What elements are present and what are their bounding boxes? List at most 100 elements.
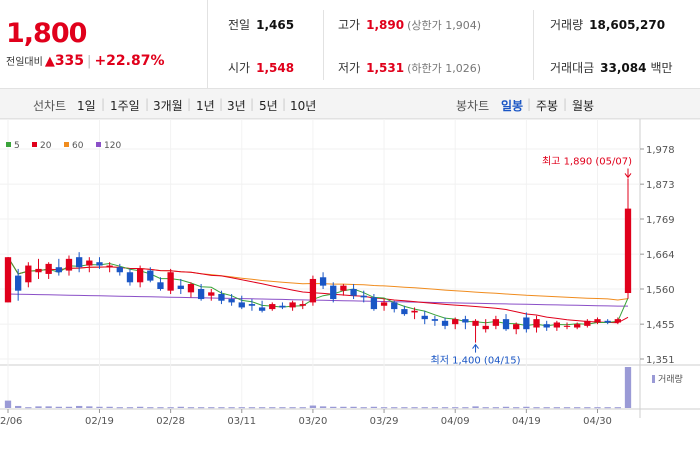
candle-body <box>482 325 489 330</box>
candle-body <box>319 277 327 286</box>
change-diff: 335 <box>54 53 85 69</box>
volume-bar <box>482 407 489 409</box>
volume-bar <box>319 406 327 408</box>
candle-body <box>360 295 367 298</box>
legend-swatch <box>32 142 37 147</box>
candle-body <box>106 265 113 268</box>
y-tick-label: 1,769 <box>646 215 675 226</box>
volume-bar <box>472 406 479 408</box>
tab-weekly[interactable]: 주봉 <box>536 99 559 113</box>
change-separator: | <box>87 54 92 69</box>
candle-body <box>604 320 611 323</box>
tab-10y[interactable]: 10년 <box>290 99 317 113</box>
volume-bar <box>340 406 347 408</box>
tab-3y[interactable]: 3년 <box>227 99 246 113</box>
low-annotation: 최저 1,400 (04/15) <box>431 355 521 367</box>
tab-separator: | <box>563 97 568 111</box>
legend-swatch <box>96 142 101 147</box>
candle-body <box>25 265 32 283</box>
volume-bar <box>4 400 12 408</box>
stat-open: 시가 1,548 <box>228 59 294 76</box>
candle-body <box>299 304 306 306</box>
change-row: 전일대비 ▲335 | +22.87% <box>6 53 164 69</box>
candle-body <box>370 297 378 310</box>
candle-body <box>86 260 93 266</box>
volume-bar <box>624 367 632 408</box>
stat-label: 거래대금 <box>550 61 595 75</box>
y-tick-label: 1,978 <box>646 145 675 156</box>
stat-label: 저가 <box>338 61 361 75</box>
volume-bar <box>258 407 266 409</box>
tab-1w[interactable]: 1주일 <box>110 99 140 113</box>
candle-body <box>472 320 479 326</box>
volume-bar <box>228 407 235 409</box>
volume-bar <box>96 406 103 408</box>
stat-label: 전일 <box>228 18 251 32</box>
volume-bar <box>563 407 571 409</box>
x-tick-label: 02/19 <box>85 416 114 427</box>
candle-body <box>4 257 12 303</box>
volume-bar <box>289 407 296 409</box>
stat-value: 33,084 <box>600 61 647 75</box>
current-price: 1,800 <box>6 18 87 49</box>
change-pct: +22.87% <box>94 53 165 69</box>
candle-body <box>309 278 317 303</box>
candle-body <box>421 315 428 320</box>
stat-label: 고가 <box>338 18 361 32</box>
tab-5y[interactable]: 5년 <box>259 99 278 113</box>
candle-body <box>157 282 164 289</box>
tab-daily[interactable]: 일봉 <box>501 99 524 113</box>
candle-body <box>208 292 215 296</box>
tab-separator: | <box>219 97 224 111</box>
volume-bar <box>177 406 184 408</box>
volume-label: 거래량 <box>658 373 683 385</box>
volume-bar <box>15 405 22 408</box>
tab-3m[interactable]: 3개월 <box>153 99 183 113</box>
volume-bar <box>380 407 388 409</box>
volume-bar <box>126 407 134 409</box>
candle-body <box>15 275 22 291</box>
tab-1d[interactable]: 1일 <box>77 99 96 113</box>
candle-chart-label: 봉차트 <box>456 99 490 113</box>
stock-summary: 1,800 전일대비 ▲335 | +22.87% 전일 1,465 시가 1,548 고… <box>0 0 700 89</box>
volume-bar <box>350 406 357 408</box>
stat-low: 저가 1,531 (하한가 1,026) <box>338 59 481 76</box>
candle-body <box>167 272 174 291</box>
x-tick-label: 03/11 <box>227 416 256 427</box>
volume-bar <box>238 407 245 409</box>
volume-bar <box>65 406 73 408</box>
tab-monthly[interactable]: 월봉 <box>572 99 595 113</box>
candle-body <box>35 268 42 273</box>
volume-bar <box>157 407 164 409</box>
volume-bar <box>391 407 398 409</box>
price-box: 1,800 전일대비 ▲335 | +22.87% <box>0 0 208 89</box>
volume-bar <box>86 406 93 408</box>
chart-area: 1,978 1,873 1,769 1,664 1,560 1,455 1,351 02/06… <box>0 118 700 450</box>
candle-body <box>594 319 601 323</box>
candle-body <box>269 304 276 310</box>
volume-bar <box>543 407 550 409</box>
x-tick-label: 04/19 <box>512 416 541 427</box>
volume-bar <box>35 406 42 408</box>
volume-bar <box>116 407 123 409</box>
legend-swatch <box>64 142 69 147</box>
candle-body <box>492 319 500 326</box>
tab-1y[interactable]: 1년 <box>196 99 215 113</box>
candle-body <box>238 302 245 308</box>
chart-tabbar: 선차트 1일 | 1주일 | 3개월 | 1년 | 3년 | 5년 | 10년 … <box>0 89 700 119</box>
legend-swatch <box>6 142 11 147</box>
volume-legend-swatch <box>652 375 655 383</box>
stat-amount: 거래대금 33,084 백만 <box>550 59 679 76</box>
stat-sub: (상한가 1,904) <box>407 19 481 32</box>
candle-body <box>340 285 347 291</box>
candle-body <box>248 304 256 306</box>
y-tick-label: 1,873 <box>646 180 675 191</box>
x-tick-label: 04/30 <box>583 416 612 427</box>
candle-body <box>411 310 418 313</box>
candle-body <box>624 208 632 294</box>
volume-bar <box>533 407 540 409</box>
legend-label: 5 <box>14 141 20 151</box>
volume-bar <box>431 407 439 409</box>
volume-bar <box>147 407 154 409</box>
x-tick-label: 02/06 <box>0 416 22 427</box>
